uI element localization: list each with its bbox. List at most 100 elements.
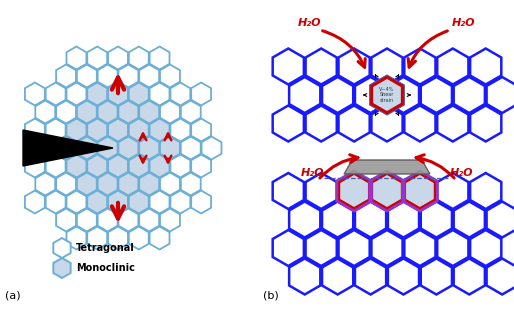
Polygon shape [160, 137, 180, 160]
Polygon shape [53, 238, 70, 258]
Polygon shape [470, 105, 501, 142]
Polygon shape [129, 82, 149, 105]
Polygon shape [35, 137, 55, 160]
Polygon shape [372, 77, 402, 113]
Polygon shape [421, 258, 452, 295]
Polygon shape [150, 191, 170, 213]
Polygon shape [108, 82, 128, 105]
Polygon shape [201, 137, 222, 160]
Polygon shape [56, 208, 76, 231]
Polygon shape [388, 258, 419, 295]
Polygon shape [405, 105, 435, 142]
Polygon shape [118, 208, 138, 231]
Polygon shape [98, 100, 118, 123]
Polygon shape [66, 118, 86, 142]
Polygon shape [171, 191, 190, 213]
Polygon shape [421, 202, 452, 238]
Polygon shape [108, 155, 128, 178]
Polygon shape [339, 105, 370, 142]
Polygon shape [372, 49, 402, 85]
Polygon shape [129, 191, 149, 213]
Polygon shape [273, 105, 304, 142]
Polygon shape [56, 100, 76, 123]
Polygon shape [421, 77, 452, 113]
Polygon shape [171, 82, 190, 105]
Polygon shape [372, 173, 402, 209]
Polygon shape [150, 118, 170, 142]
Polygon shape [487, 202, 514, 238]
Polygon shape [405, 173, 435, 209]
Polygon shape [129, 47, 149, 69]
Polygon shape [35, 173, 55, 196]
Polygon shape [108, 118, 128, 142]
Polygon shape [289, 258, 320, 295]
Text: V~4%
Shear
strain: V~4% Shear strain [379, 87, 395, 103]
Text: Tetragonal: Tetragonal [76, 243, 135, 253]
Text: H₂O: H₂O [452, 18, 476, 28]
Polygon shape [118, 173, 138, 196]
Polygon shape [150, 47, 170, 69]
Polygon shape [181, 100, 200, 123]
Polygon shape [46, 155, 66, 178]
Polygon shape [339, 230, 370, 266]
Polygon shape [372, 173, 402, 209]
Polygon shape [139, 100, 159, 123]
Polygon shape [470, 49, 501, 85]
Polygon shape [355, 77, 386, 113]
Polygon shape [388, 202, 419, 238]
Polygon shape [66, 226, 86, 249]
Polygon shape [344, 160, 430, 174]
Polygon shape [470, 173, 501, 209]
Polygon shape [46, 191, 66, 213]
Polygon shape [118, 137, 138, 160]
Polygon shape [181, 173, 200, 196]
Polygon shape [339, 173, 370, 209]
Polygon shape [181, 137, 200, 160]
Polygon shape [405, 49, 435, 85]
Polygon shape [108, 47, 128, 69]
Polygon shape [129, 155, 149, 178]
Polygon shape [191, 191, 211, 213]
Polygon shape [454, 202, 485, 238]
Polygon shape [129, 226, 149, 249]
Polygon shape [306, 105, 337, 142]
Polygon shape [46, 118, 66, 142]
Polygon shape [160, 100, 180, 123]
Polygon shape [322, 77, 353, 113]
Polygon shape [25, 118, 45, 142]
Polygon shape [66, 82, 86, 105]
Polygon shape [139, 137, 159, 160]
Polygon shape [191, 82, 211, 105]
Polygon shape [191, 155, 211, 178]
Polygon shape [339, 49, 370, 85]
Polygon shape [139, 173, 159, 196]
Text: H₂O: H₂O [298, 18, 322, 28]
Polygon shape [150, 155, 170, 178]
Polygon shape [98, 173, 118, 196]
Polygon shape [388, 77, 419, 113]
Polygon shape [487, 258, 514, 295]
Polygon shape [46, 82, 66, 105]
Polygon shape [87, 47, 107, 69]
Polygon shape [160, 208, 180, 231]
Polygon shape [339, 173, 370, 209]
Polygon shape [437, 49, 468, 85]
Polygon shape [160, 64, 180, 87]
Polygon shape [25, 191, 45, 213]
Polygon shape [306, 230, 337, 266]
Polygon shape [25, 82, 45, 105]
Polygon shape [306, 49, 337, 85]
Polygon shape [191, 118, 211, 142]
Polygon shape [108, 226, 128, 249]
Polygon shape [118, 100, 138, 123]
Polygon shape [405, 230, 435, 266]
Polygon shape [160, 173, 180, 196]
Polygon shape [66, 191, 86, 213]
Polygon shape [273, 173, 304, 209]
Polygon shape [35, 100, 55, 123]
Polygon shape [355, 202, 386, 238]
Polygon shape [454, 258, 485, 295]
Polygon shape [139, 64, 159, 87]
Polygon shape [118, 64, 138, 87]
Polygon shape [87, 155, 107, 178]
